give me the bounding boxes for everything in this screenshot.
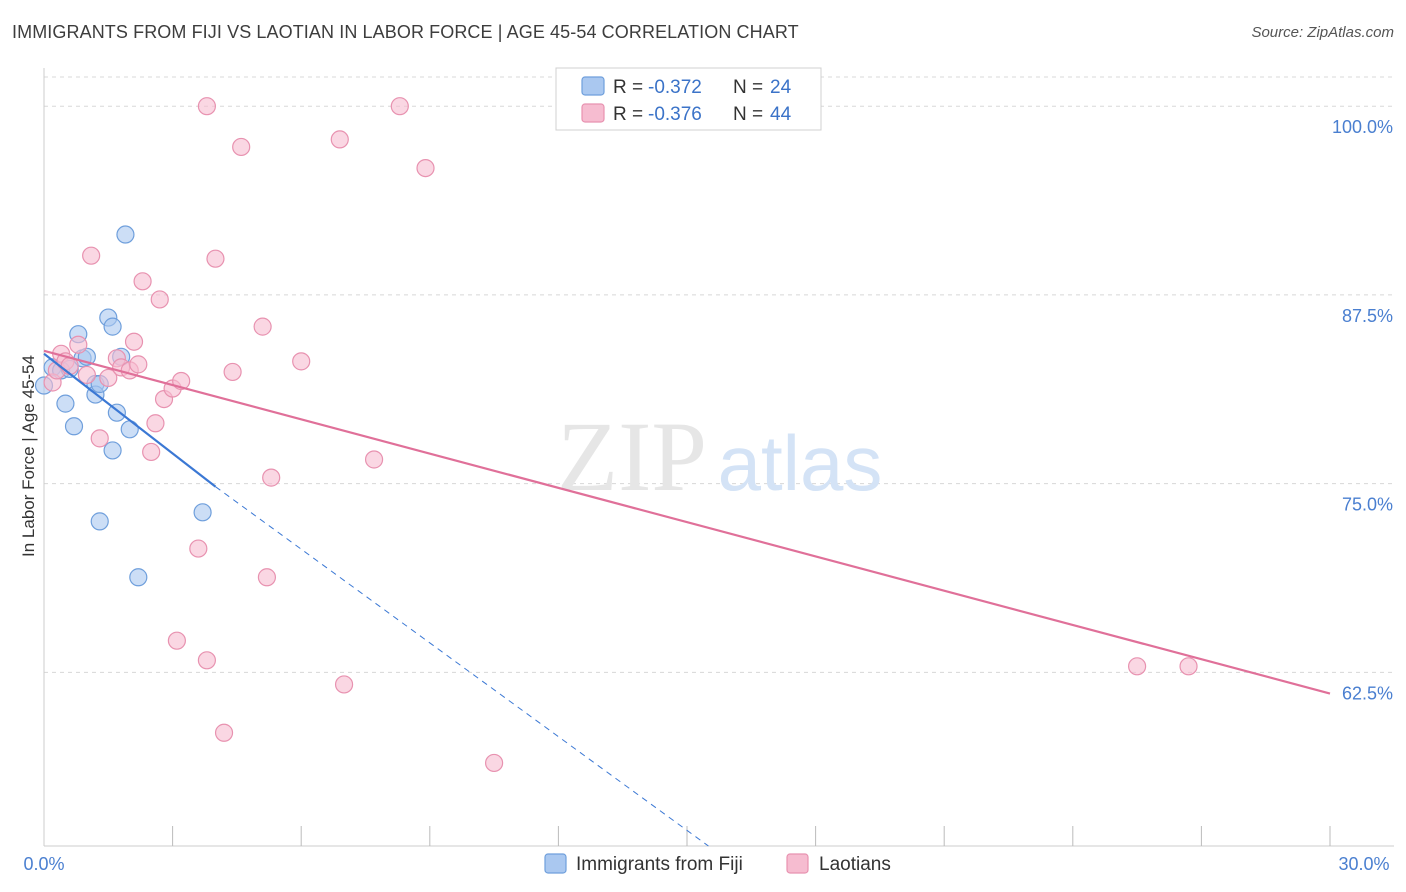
fiji-trend-extension: [215, 486, 709, 847]
laotians-trend-line: [43, 349, 1331, 695]
laotians-point-21: [167, 631, 186, 650]
laotians-point-27: [214, 723, 234, 742]
laotians-point-35: [334, 675, 354, 694]
chart-source: Source: ZipAtlas.com: [1251, 24, 1394, 41]
x-tick-label-max: 30.0%: [1338, 854, 1389, 874]
laotians-point-28: [223, 362, 242, 382]
fiji-point-3: [56, 394, 75, 413]
y-tick-label-0: 62.5%: [1342, 683, 1393, 703]
y-axis-title: In Labor Force | Age 45-54: [19, 355, 38, 557]
laotians-point-24: [197, 651, 216, 670]
laotians-point-36: [364, 450, 384, 469]
laotians-point-38: [416, 158, 435, 178]
laotians-point-26: [206, 249, 225, 268]
laotians-point-34: [330, 130, 349, 149]
watermark: ZIP atlas: [557, 401, 882, 512]
legend-n-value-fiji: 24: [770, 77, 792, 98]
laotians-point-30: [253, 317, 272, 336]
legend: R = -0.372 N = 24 R = -0.376 N = 44: [555, 67, 822, 131]
fiji-point-14: [103, 317, 122, 336]
fiji-trend-line: [43, 352, 217, 488]
watermark-atlas: atlas: [718, 419, 883, 507]
legend-r-label-fiji: R =: [613, 77, 643, 98]
y-tick-labels: 62.5% 75.0% 87.5% 100.0%: [1332, 117, 1393, 703]
laotians-point-29: [232, 137, 251, 157]
bottom-legend: Immigrants from Fiji Laotians: [544, 853, 891, 875]
gridlines: [44, 76, 1394, 673]
laotians-point-23: [189, 539, 208, 558]
fiji-point-20: [129, 568, 148, 587]
laotians-point-9: [99, 368, 118, 388]
laotians-point-33: [292, 352, 311, 371]
laotians-point-37: [390, 97, 409, 116]
laotians-point-14: [129, 355, 148, 374]
legend-r-value-fiji: -0.372: [648, 77, 702, 98]
fiji-point-21: [193, 503, 212, 522]
laotians-point-13: [124, 332, 144, 351]
laotians-point-39: [485, 753, 504, 773]
y-tick-label-3: 100.0%: [1332, 117, 1393, 137]
laotians-point-17: [146, 414, 165, 433]
laotians-point-40: [1127, 657, 1147, 676]
legend-n-label-laotians: N =: [733, 104, 763, 125]
laotians-point-25: [197, 97, 216, 116]
laotians-point-41: [1179, 657, 1198, 676]
legend-r-value-laotians: -0.376: [648, 104, 702, 125]
bottom-legend-label-laotians: Laotians: [819, 854, 891, 875]
fiji-point-19: [120, 420, 139, 439]
legend-n-label-fiji: N =: [733, 77, 763, 98]
axes: [43, 68, 1394, 847]
laotians-point-18: [150, 290, 169, 309]
laotians-point-6: [77, 365, 96, 385]
x-tick-label-min: 0.0%: [23, 854, 64, 874]
trend-lines: [43, 349, 1331, 847]
laotians-point-7: [82, 246, 101, 265]
y-tick-label-1: 75.0%: [1342, 495, 1393, 515]
watermark-zip: ZIP: [557, 401, 707, 512]
fiji-point-5: [64, 417, 84, 436]
legend-swatch-laotians: [581, 103, 605, 123]
series-fiji-points: [34, 225, 212, 587]
y-tick-label-2: 87.5%: [1342, 306, 1393, 326]
laotians-point-31: [257, 568, 277, 587]
bottom-legend-swatch-fiji: [544, 853, 567, 874]
laotians-point-8: [90, 429, 109, 448]
fiji-point-16: [107, 403, 126, 422]
fiji-point-18: [116, 225, 135, 244]
laotians-point-16: [142, 442, 161, 462]
laotians-point-15: [133, 272, 152, 291]
legend-n-value-laotians: 44: [770, 104, 792, 125]
bottom-legend-label-fiji: Immigrants from Fiji: [576, 854, 743, 875]
fiji-point-11: [90, 512, 109, 531]
laotians-point-5: [69, 335, 88, 354]
laotians-point-32: [262, 468, 281, 487]
x-tick-labels: 0.0% 30.0%: [23, 854, 1389, 874]
legend-r-label-laotians: R =: [613, 104, 643, 125]
fiji-point-15: [103, 441, 122, 460]
bottom-legend-swatch-laotians: [786, 853, 809, 874]
chart-title: IMMIGRANTS FROM FIJI VS LAOTIAN IN LABOR…: [12, 22, 799, 42]
legend-swatch-fiji: [581, 76, 605, 96]
